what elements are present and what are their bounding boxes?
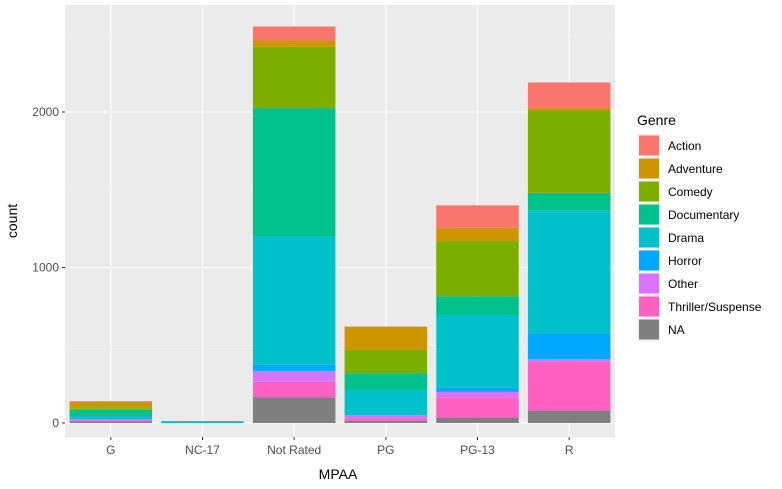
bar-segment-thriller-suspense-r — [527, 361, 611, 411]
bar-segment-other-not-rated — [252, 370, 336, 382]
x-axis-title: MPAA — [319, 466, 358, 482]
bar-segment-comedy-g — [69, 408, 153, 410]
bar-segment-na-pg-13 — [436, 417, 519, 423]
legend-label: Documentary — [668, 208, 739, 222]
legend-label: Horror — [668, 254, 702, 268]
bar-segment-drama-pg-13 — [436, 314, 519, 388]
legend-key — [639, 319, 659, 340]
legend-key — [639, 135, 659, 156]
legend-key — [639, 296, 659, 317]
plot-panel — [65, 5, 615, 437]
bar-segment-documentary-pg-13 — [436, 296, 519, 315]
bar-segment-documentary-not-rated — [252, 108, 336, 237]
x-tick-label: PG-13 — [460, 443, 495, 457]
legend-label: Adventure — [668, 162, 723, 176]
bar-segment-other-pg — [344, 415, 428, 419]
bar-segment-other-pg-13 — [436, 391, 519, 398]
bar-segment-action-not-rated — [252, 26, 336, 41]
bar-segment-horror-pg-13 — [436, 387, 519, 392]
bar-segment-na-r — [527, 410, 611, 423]
bar-segment-documentary-g — [69, 409, 153, 417]
legend-title: Genre — [637, 112, 676, 128]
legend-key — [639, 158, 659, 179]
bar-segment-adventure-g — [69, 402, 153, 409]
bar-segment-adventure-pg — [344, 326, 428, 350]
bar-segment-horror-r — [527, 333, 611, 360]
legend-label: Drama — [668, 231, 704, 245]
bar-segment-other-r — [527, 359, 611, 362]
x-tick-label: R — [565, 443, 574, 457]
x-axis-ticks: G NC-17 Not Rated PG PG-13 R — [106, 437, 574, 457]
bar-segment-other-g — [69, 419, 153, 422]
bar-segment-thriller-suspense-not-rated — [252, 381, 336, 398]
bar-segment-adventure-pg-13 — [436, 227, 519, 242]
bar-segment-drama-not-rated — [252, 236, 336, 365]
legend-key — [639, 250, 659, 271]
x-tick-label: NC-17 — [185, 443, 220, 457]
x-tick-label: Not Rated — [267, 443, 321, 457]
y-tick-label: 1000 — [32, 261, 59, 275]
legend-key — [639, 204, 659, 225]
bar-segment-thriller-suspense-pg — [344, 418, 428, 421]
legend-key — [639, 273, 659, 294]
y-tick-label: 2000 — [32, 105, 59, 119]
y-tick-label: 0 — [52, 416, 59, 430]
legend-key — [639, 227, 659, 248]
bar-segment-drama-r — [527, 210, 611, 334]
bars — [69, 26, 611, 423]
bar-segment-horror-not-rated — [252, 364, 336, 371]
y-axis-ticks: 0 1000 2000 — [32, 105, 65, 430]
bar-segment-thriller-suspense-pg-13 — [436, 397, 519, 418]
bar-segment-action-pg-13 — [436, 205, 519, 228]
bar-segment-adventure-r — [527, 108, 611, 111]
legend-items: Action Adventure Comedy Documentary Drama Hor… — [637, 134, 762, 341]
legend-label: Action — [668, 139, 701, 153]
legend-label: NA — [668, 323, 685, 337]
bar-segment-drama-nc-17 — [161, 421, 244, 423]
y-axis-title: count — [4, 204, 20, 238]
legend-label: Other — [668, 277, 698, 291]
bar-segment-na-g — [69, 421, 153, 423]
legend: Genre Action Adventure Comedy Documentary Dr… — [637, 112, 762, 341]
bar-segment-drama-pg — [344, 389, 428, 416]
bar-segment-na-pg — [344, 420, 428, 423]
legend-label: Thriller/Suspense — [668, 300, 762, 314]
bar-segment-adventure-not-rated — [252, 40, 336, 47]
bar-segment-comedy-r — [527, 110, 611, 193]
bar-segment-documentary-pg — [344, 373, 428, 390]
legend-key — [639, 181, 659, 202]
bar-segment-documentary-r — [527, 192, 611, 211]
bar-segment-comedy-pg — [344, 349, 428, 374]
bar-segment-action-r — [527, 82, 611, 109]
x-tick-label: G — [106, 443, 115, 457]
bar-segment-action-g — [69, 401, 153, 403]
legend-label: Comedy — [668, 185, 713, 199]
bar-segment-comedy-pg-13 — [436, 241, 519, 297]
bar-segment-na-not-rated — [252, 397, 336, 423]
x-tick-label: PG — [377, 443, 394, 457]
bar-segment-comedy-not-rated — [252, 46, 336, 109]
bar-segment-drama-g — [69, 416, 153, 420]
